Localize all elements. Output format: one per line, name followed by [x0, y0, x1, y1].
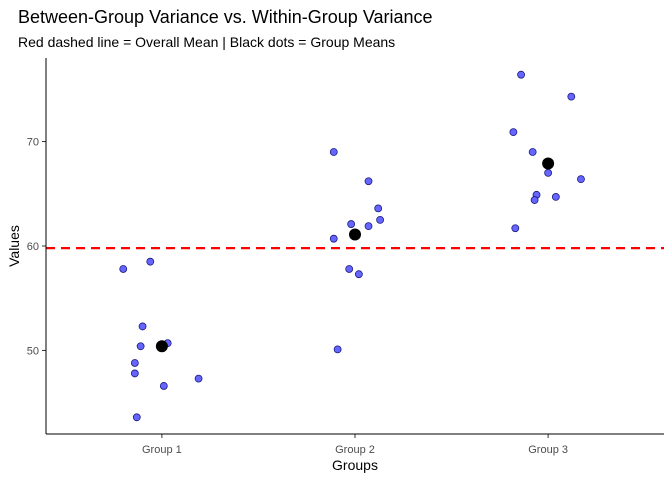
y-tick-label: 60: [27, 241, 39, 253]
data-point: [119, 265, 128, 273]
data-point: [509, 128, 518, 137]
data-point: [345, 265, 354, 273]
data-point: [132, 413, 141, 422]
data-point: [376, 215, 385, 224]
data-point: [136, 342, 145, 351]
data-point: [354, 270, 363, 279]
data-point: [364, 222, 373, 231]
data-point: [138, 322, 147, 331]
group-means: [155, 157, 555, 353]
x-axis-ticks: Group 1 Group 2 Group 3: [142, 434, 568, 456]
x-tick-label: Group 2: [335, 444, 375, 456]
data-point: [517, 70, 525, 79]
data-point: [577, 175, 585, 184]
data-point: [329, 148, 338, 156]
data-point: [511, 224, 520, 233]
data-point: [130, 359, 139, 367]
data-points: [119, 70, 585, 422]
data-point: [530, 196, 539, 204]
chart-subtitle: Red dashed line = Overall Mean | Black d…: [18, 34, 395, 50]
x-tick-label: Group 3: [528, 444, 568, 456]
chart-title: Between-Group Variance vs. Within-Group …: [18, 7, 433, 27]
data-point: [146, 257, 155, 266]
data-point: [528, 148, 537, 156]
y-tick-label: 50: [27, 345, 39, 357]
data-point: [567, 92, 576, 101]
data-point: [329, 234, 338, 243]
group-mean-point: [155, 340, 168, 353]
data-point: [544, 168, 553, 177]
y-axis-ticks: 50 60 70: [27, 137, 46, 357]
data-point: [159, 382, 168, 390]
data-point: [333, 345, 342, 354]
x-tick-label: Group 1: [142, 444, 182, 456]
data-point: [364, 177, 373, 186]
data-point: [347, 220, 356, 228]
y-tick-label: 70: [27, 137, 39, 149]
y-axis-title: Values: [6, 225, 22, 267]
x-axis-title: Groups: [332, 457, 378, 473]
group-mean-point: [542, 157, 555, 170]
data-point: [374, 204, 383, 213]
group-mean-point: [349, 228, 361, 241]
data-point: [551, 193, 560, 201]
data-point: [130, 369, 139, 378]
data-point: [194, 374, 203, 383]
